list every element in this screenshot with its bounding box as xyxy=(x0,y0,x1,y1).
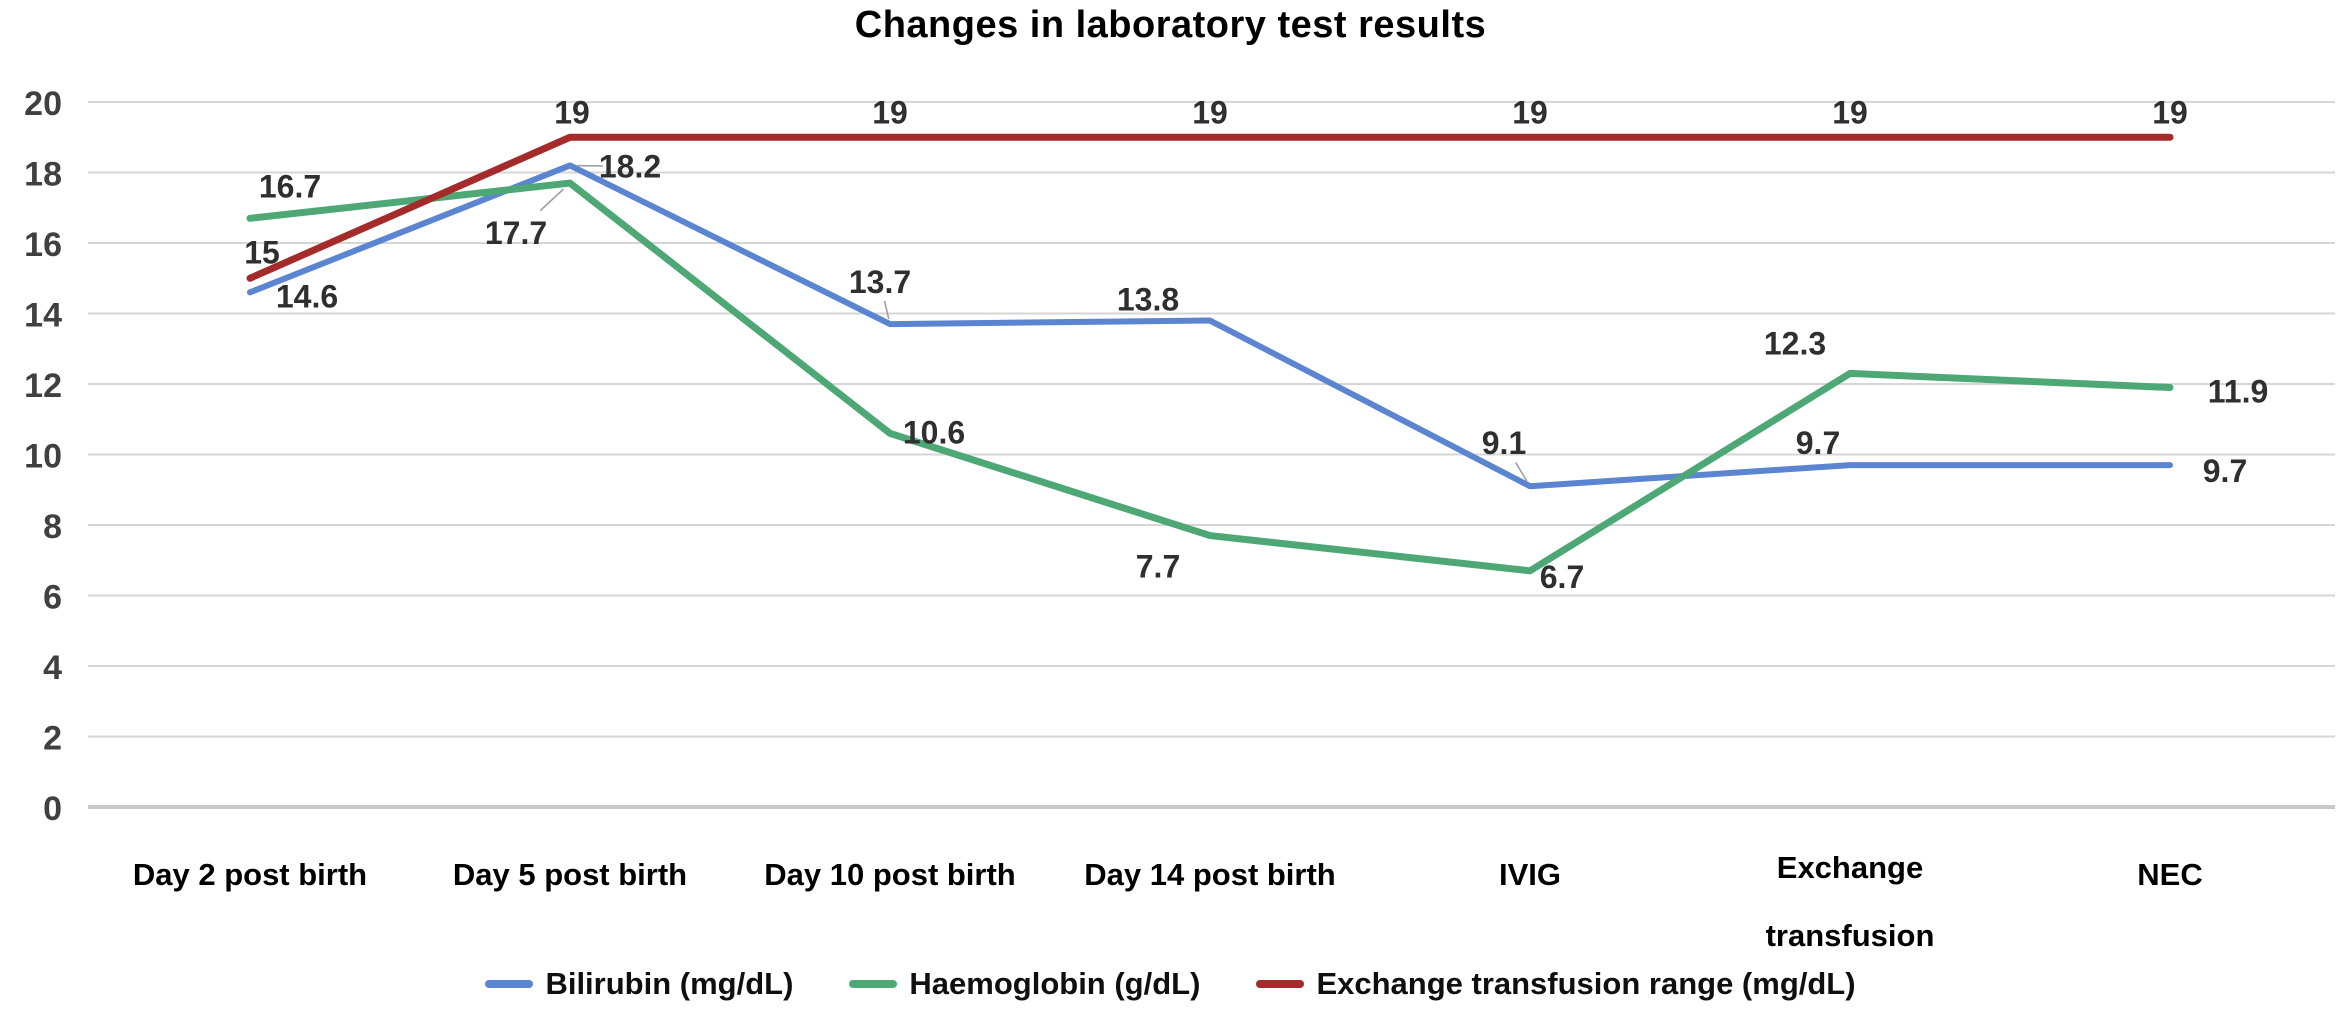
data-label: 19 xyxy=(554,94,590,130)
y-tick-label: 6 xyxy=(43,579,62,617)
data-label: 6.7 xyxy=(1540,559,1584,595)
series-line-2 xyxy=(246,133,2174,282)
data-label-leader xyxy=(539,188,565,212)
data-label: 13.7 xyxy=(849,264,911,300)
data-label: 19 xyxy=(872,94,908,130)
x-category-label: Day 5 post birth xyxy=(453,857,687,892)
legend-item-2: Exchange transfusion range (mg/dL) xyxy=(1256,966,1856,1002)
data-label: 10.6 xyxy=(903,414,965,450)
data-label: 16.7 xyxy=(259,168,321,204)
data-label: 17.7 xyxy=(485,215,547,251)
y-tick-label: 18 xyxy=(24,156,62,194)
data-label-leader xyxy=(1515,462,1528,482)
data-label: 19 xyxy=(1512,94,1548,130)
x-category-label: Day 10 post birth xyxy=(764,857,1016,892)
y-tick-label: 16 xyxy=(24,226,62,264)
data-label: 18.2 xyxy=(599,148,661,184)
y-tick-label: 4 xyxy=(43,649,62,687)
data-label: 19 xyxy=(2152,94,2188,130)
x-category-label: Day 2 post birth xyxy=(133,857,367,892)
data-label: 9.1 xyxy=(1482,425,1526,461)
x-category-label: transfusion xyxy=(1766,918,1935,953)
x-category-label: Exchange xyxy=(1777,850,1923,885)
legend-label: Haemoglobin (g/dL) xyxy=(909,966,1201,1001)
legend-item-0: Bilirubin (mg/dL) xyxy=(485,966,793,1002)
chart-title: Changes in laboratory test results xyxy=(854,4,1487,46)
legend-swatch-icon xyxy=(485,980,534,988)
data-label: 12.3 xyxy=(1764,325,1826,361)
y-tick-label: 2 xyxy=(43,720,62,758)
legend-swatch-icon xyxy=(1256,980,1305,988)
data-label: 13.8 xyxy=(1117,282,1179,318)
data-label: 9.7 xyxy=(2203,453,2247,489)
legend-swatch-icon xyxy=(849,980,898,988)
data-label-leader xyxy=(883,300,890,320)
series-line-0 xyxy=(247,162,2173,490)
series-line-1 xyxy=(246,179,2174,575)
legend-label: Exchange transfusion range (mg/dL) xyxy=(1316,966,1856,1001)
x-category-label: IVIG xyxy=(1499,857,1561,892)
x-category-label: NEC xyxy=(2137,857,2202,892)
data-label: 14.6 xyxy=(276,278,338,314)
data-label: 19 xyxy=(1192,94,1228,130)
chart-legend: Bilirubin (mg/dL) Haemoglobin (g/dL) Excha… xyxy=(0,966,2341,1002)
y-tick-label: 10 xyxy=(24,438,62,476)
data-label: 9.7 xyxy=(1796,425,1840,461)
y-tick-label: 20 xyxy=(24,85,62,123)
y-tick-label: 8 xyxy=(43,508,62,546)
y-tick-label: 12 xyxy=(24,367,62,405)
data-label: 19 xyxy=(1832,94,1868,130)
data-label: 7.7 xyxy=(1136,549,1180,585)
data-label: 15 xyxy=(244,234,280,270)
y-tick-label: 0 xyxy=(43,790,62,828)
data-label: 11.9 xyxy=(2208,374,2269,410)
x-category-label: Day 14 post birth xyxy=(1084,857,1336,892)
y-tick-label: 14 xyxy=(24,297,62,335)
legend-item-1: Haemoglobin (g/dL) xyxy=(849,966,1200,1002)
legend-label: Bilirubin (mg/dL) xyxy=(545,966,794,1001)
